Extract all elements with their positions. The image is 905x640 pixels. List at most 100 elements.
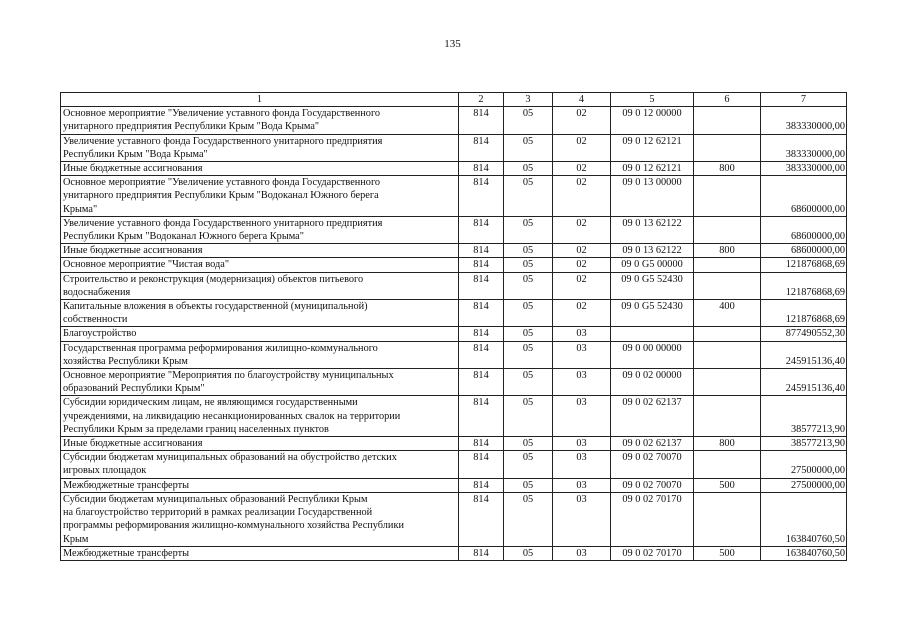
expense-type-code <box>693 326 761 342</box>
target-article-code: 09 0 02 00000 <box>610 368 694 397</box>
table-row: Основное мероприятие "Мероприятия по бла… <box>60 368 847 397</box>
target-article-code: 09 0 12 62121 <box>610 133 694 163</box>
row-name: Основное мероприятие "Мероприятия по бла… <box>60 368 459 397</box>
subchapter-code: 03 <box>552 491 611 547</box>
expense-type-code: 500 <box>693 477 761 493</box>
chapter-code: 05 <box>503 133 553 163</box>
header-cell: 5 <box>610 91 694 108</box>
expense-type-code: 800 <box>693 243 761 259</box>
amount: 383330000,00 <box>760 106 847 135</box>
table-row: Капитальные вложения в объекты государст… <box>60 299 847 328</box>
amount: 38577213,90 <box>760 395 847 438</box>
section-code: 814 <box>458 243 504 259</box>
subchapter-code: 02 <box>552 215 611 245</box>
target-article-code: 09 0 13 62122 <box>610 215 694 245</box>
table-row: Субсидии бюджетам муниципальных образова… <box>60 491 847 547</box>
chapter-code: 05 <box>503 395 553 438</box>
expense-type-code <box>693 175 761 217</box>
expense-type-code <box>693 257 761 273</box>
amount: 121876868,69 <box>760 271 847 301</box>
chapter-code: 05 <box>503 106 553 135</box>
header-cell: 6 <box>693 91 761 108</box>
table-row: Основное мероприятие "Увеличение уставно… <box>60 175 847 217</box>
table-row: Иные бюджетные ассигнования 814 05 02 09 0 1… <box>60 243 847 259</box>
chapter-code: 05 <box>503 161 553 177</box>
chapter-code: 05 <box>503 243 553 259</box>
chapter-code: 05 <box>503 436 553 452</box>
row-name: Иные бюджетные ассигнования <box>60 161 459 177</box>
chapter-code: 05 <box>503 299 553 328</box>
row-name: Субсидии бюджетам муниципальных образова… <box>60 450 459 479</box>
subchapter-code: 02 <box>552 175 611 217</box>
row-name: Межбюджетные трансферты <box>60 477 459 493</box>
chapter-code: 05 <box>503 271 553 301</box>
amount: 68600000,00 <box>760 175 847 217</box>
amount: 121876868,69 <box>760 299 847 328</box>
target-article-code: 09 0 12 62121 <box>610 161 694 177</box>
subchapter-code: 03 <box>552 368 611 397</box>
amount: 163840760,50 <box>760 491 847 547</box>
row-name: Субсидии юридическим лицам, не являющимс… <box>60 395 459 438</box>
budget-table: 1 2 3 4 5 6 7 Основное мероприятие "Увел… <box>60 91 847 561</box>
subchapter-code: 02 <box>552 257 611 273</box>
target-article-code: 09 0 02 70170 <box>610 545 694 561</box>
row-name: Основное мероприятие "Чистая вода" <box>60 257 459 273</box>
chapter-code: 05 <box>503 545 553 561</box>
subchapter-code: 03 <box>552 545 611 561</box>
row-name: Основное мероприятие "Увеличение уставно… <box>60 106 459 135</box>
chapter-code: 05 <box>503 491 553 547</box>
subchapter-code: 03 <box>552 340 611 370</box>
table-row: Увеличение уставного фонда Государственн… <box>60 215 847 245</box>
expense-type-code <box>693 340 761 370</box>
subchapter-code: 02 <box>552 243 611 259</box>
target-article-code: 09 0 12 00000 <box>610 106 694 135</box>
section-code: 814 <box>458 450 504 479</box>
amount: 27500000,00 <box>760 477 847 493</box>
row-name: Иные бюджетные ассигнования <box>60 436 459 452</box>
target-article-code: 09 0 13 00000 <box>610 175 694 217</box>
table-row: Основное мероприятие "Чистая вода" 814 05 0… <box>60 257 847 273</box>
expense-type-code: 800 <box>693 161 761 177</box>
page-number: 135 <box>444 38 461 50</box>
section-code: 814 <box>458 395 504 438</box>
section-code: 814 <box>458 491 504 547</box>
target-article-code: 09 0 02 70070 <box>610 477 694 493</box>
section-code: 814 <box>458 326 504 342</box>
expense-type-code <box>693 133 761 163</box>
subchapter-code: 03 <box>552 395 611 438</box>
table-row: Межбюджетные трансферты 814 05 03 09 0 02 70… <box>60 545 847 561</box>
table-row: Субсидии бюджетам муниципальных образова… <box>60 450 847 479</box>
section-code: 814 <box>458 545 504 561</box>
header-row: 1 2 3 4 5 6 7 <box>60 91 847 108</box>
target-article-code: 09 0 13 62122 <box>610 243 694 259</box>
chapter-code: 05 <box>503 215 553 245</box>
section-code: 814 <box>458 299 504 328</box>
amount: 383330000,00 <box>760 161 847 177</box>
section-code: 814 <box>458 477 504 493</box>
amount: 68600000,00 <box>760 215 847 245</box>
amount: 27500000,00 <box>760 450 847 479</box>
target-article-code: 09 0 00 00000 <box>610 340 694 370</box>
section-code: 814 <box>458 175 504 217</box>
expense-type-code <box>693 271 761 301</box>
section-code: 814 <box>458 340 504 370</box>
chapter-code: 05 <box>503 175 553 217</box>
table-row: Увеличение уставного фонда Государственн… <box>60 133 847 163</box>
target-article-code: 09 0 02 62137 <box>610 436 694 452</box>
amount: 245915136,40 <box>760 340 847 370</box>
target-article-code: 09 0 G5 52430 <box>610 271 694 301</box>
subchapter-code: 02 <box>552 106 611 135</box>
chapter-code: 05 <box>503 450 553 479</box>
section-code: 814 <box>458 271 504 301</box>
subchapter-code: 03 <box>552 436 611 452</box>
section-code: 814 <box>458 436 504 452</box>
header-cell: 7 <box>760 91 847 108</box>
subchapter-code: 02 <box>552 161 611 177</box>
chapter-code: 05 <box>503 477 553 493</box>
table-row: Строительство и реконструкция (модерниза… <box>60 271 847 301</box>
amount: 245915136,40 <box>760 368 847 397</box>
row-name: Иные бюджетные ассигнования <box>60 243 459 259</box>
expense-type-code <box>693 106 761 135</box>
section-code: 814 <box>458 133 504 163</box>
expense-type-code <box>693 215 761 245</box>
